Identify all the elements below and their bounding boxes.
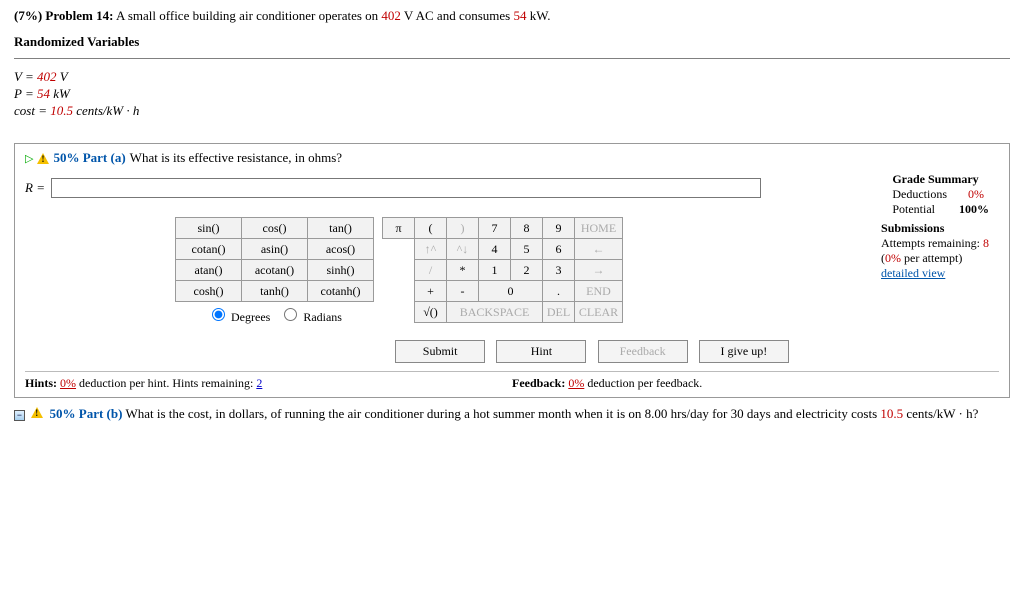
key-rparen[interactable]: ): [447, 218, 479, 239]
key-cotanh[interactable]: cotanh(): [308, 281, 374, 302]
answer-label: R =: [25, 180, 45, 196]
calculator: sin()cos()tan() cotan()asin()acos() atan…: [175, 217, 623, 328]
problem-statement: (7%) Problem 14: A small office building…: [14, 8, 1010, 24]
key-del[interactable]: DEL: [543, 302, 575, 323]
key-sin[interactable]: sin(): [176, 218, 242, 239]
key-atan[interactable]: atan(): [176, 260, 242, 281]
key-pi[interactable]: π: [383, 218, 415, 239]
detailed-view-link[interactable]: detailed view: [881, 266, 945, 280]
randomized-title: Randomized Variables: [14, 34, 1010, 50]
key-sinh[interactable]: sinh(): [308, 260, 374, 281]
part-b-question: What is the cost, in dollars, of running…: [125, 406, 978, 421]
warning-icon: [37, 153, 49, 164]
key-plus[interactable]: +: [415, 281, 447, 302]
key-acos[interactable]: acos(): [308, 239, 374, 260]
key-1[interactable]: 1: [479, 260, 511, 281]
key-0[interactable]: 0: [479, 281, 543, 302]
key-down[interactable]: ^↓: [447, 239, 479, 260]
key-2[interactable]: 2: [511, 260, 543, 281]
key-asin[interactable]: asin(): [242, 239, 308, 260]
variables-block: V = 402 V P = 54 kW cost = 10.5 cents/kW…: [14, 69, 1010, 119]
key-minus[interactable]: -: [447, 281, 479, 302]
key-clear[interactable]: CLEAR: [575, 302, 623, 323]
key-cos[interactable]: cos(): [242, 218, 308, 239]
mode-degrees[interactable]: Degrees: [207, 310, 270, 324]
warning-icon: [31, 407, 43, 418]
func-keys[interactable]: sin()cos()tan() cotan()asin()acos() atan…: [175, 217, 374, 328]
key-right[interactable]: →: [575, 260, 623, 281]
key-tan[interactable]: tan(): [308, 218, 374, 239]
part-a-label: 50% Part (a): [53, 150, 125, 166]
key-cosh[interactable]: cosh(): [176, 281, 242, 302]
key-dot[interactable]: .: [543, 281, 575, 302]
hints-feedback-row: Hints: 0% deduction per hint. Hints rema…: [25, 371, 999, 391]
key-lparen[interactable]: (: [415, 218, 447, 239]
part-b-row: − 50% Part (b) What is the cost, in doll…: [14, 404, 1010, 424]
answer-input[interactable]: [51, 178, 761, 198]
submit-button[interactable]: Submit: [395, 340, 485, 363]
key-5[interactable]: 5: [511, 239, 543, 260]
part-b-label: 50% Part (b): [50, 406, 123, 421]
key-tanh[interactable]: tanh(): [242, 281, 308, 302]
key-4[interactable]: 4: [479, 239, 511, 260]
key-up[interactable]: ↑^: [415, 239, 447, 260]
mode-radians[interactable]: Radians: [279, 310, 342, 324]
part-a-question: What is its effective resistance, in ohm…: [130, 150, 342, 166]
part-a-box: ▷ 50% Part (a) What is its effective res…: [14, 143, 1010, 398]
submissions-panel: Submissions Attempts remaining: 8 (0% pe…: [881, 221, 999, 328]
key-7[interactable]: 7: [479, 218, 511, 239]
key-8[interactable]: 8: [511, 218, 543, 239]
key-6[interactable]: 6: [543, 239, 575, 260]
key-cotan[interactable]: cotan(): [176, 239, 242, 260]
hint-button[interactable]: Hint: [496, 340, 586, 363]
grade-summary: Grade Summary Deductions 0% Potential 10…: [892, 172, 999, 217]
feedback-button[interactable]: Feedback: [598, 340, 688, 363]
problem-weight: (7%) Problem 14:: [14, 8, 113, 23]
key-left[interactable]: ←: [575, 239, 623, 260]
key-sqrt[interactable]: √(): [415, 302, 447, 323]
key-acotan[interactable]: acotan(): [242, 260, 308, 281]
expand-icon[interactable]: ▷: [25, 152, 33, 165]
collapse-icon[interactable]: −: [14, 410, 25, 421]
num-keys[interactable]: π ( ) 7 8 9 HOME ↑^ ^↓ 4 5 6: [382, 217, 623, 323]
key-mul[interactable]: *: [447, 260, 479, 281]
key-3[interactable]: 3: [543, 260, 575, 281]
key-div[interactable]: /: [415, 260, 447, 281]
key-end[interactable]: END: [575, 281, 623, 302]
key-home[interactable]: HOME: [575, 218, 623, 239]
giveup-button[interactable]: I give up!: [699, 340, 789, 363]
key-9[interactable]: 9: [543, 218, 575, 239]
key-backspace[interactable]: BACKSPACE: [447, 302, 543, 323]
